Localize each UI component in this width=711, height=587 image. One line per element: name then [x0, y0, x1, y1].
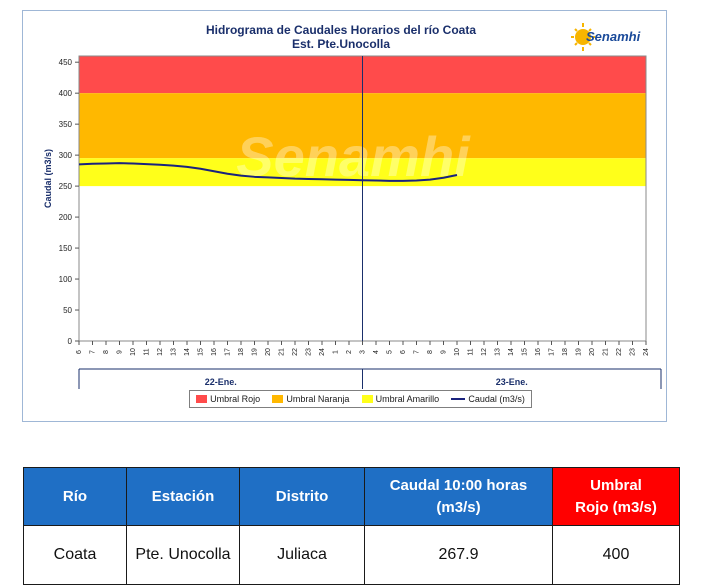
x-tick-label-34: 16 — [535, 348, 542, 356]
legend-item-amarillo: Umbral Amarillo — [361, 394, 440, 404]
senamhi-logo-icon — [571, 23, 595, 51]
y-tick-label-6: 300 — [59, 151, 73, 160]
y-tick-label-3: 150 — [59, 244, 73, 253]
x-tick-label-42: 24 — [643, 348, 650, 356]
y-tick-label-2: 100 — [59, 275, 73, 284]
legend-swatch-amarillo — [361, 395, 373, 403]
x-tick-label-38: 20 — [589, 348, 596, 356]
x-tick-label-22: 4 — [373, 350, 380, 354]
legend-item-caudal: Caudal (m3/s) — [451, 394, 525, 404]
cell-distrito: Juliaca — [239, 525, 365, 585]
x-tick-label-8: 14 — [184, 348, 191, 356]
chart-title-line1: Hidrograma de Caudales Horarios del río … — [205, 23, 477, 37]
legend-swatch-naranja — [272, 395, 284, 403]
senamhi-logo-text: Senamhi — [586, 29, 641, 44]
x-tick-label-10: 16 — [211, 348, 218, 356]
x-tick-label-32: 14 — [508, 348, 515, 356]
date-label-1: 23-Ene. — [496, 377, 528, 387]
x-tick-label-0: 6 — [76, 350, 83, 354]
y-tick-label-0: 0 — [68, 337, 73, 346]
header-caudal: Caudal 10:00 horas (m3/s) — [364, 467, 553, 526]
cell-estacion: Pte. Unocolla — [126, 525, 240, 585]
x-tick-label-23: 5 — [387, 350, 394, 354]
x-tick-label-37: 19 — [576, 348, 583, 356]
header-umbral-line1: Umbral — [590, 476, 642, 494]
x-tick-label-16: 22 — [292, 348, 299, 356]
x-tick-label-36: 18 — [562, 348, 569, 356]
x-tick-label-18: 24 — [319, 348, 326, 356]
y-tick-label-9: 450 — [59, 58, 73, 67]
legend-item-naranja: Umbral Naranja — [272, 394, 349, 404]
y-tick-label-4: 200 — [59, 213, 73, 222]
y-tick-label-7: 350 — [59, 120, 73, 129]
y-tick-label-5: 250 — [59, 182, 73, 191]
x-tick-label-21: 3 — [360, 350, 367, 354]
legend-label-naranja: Umbral Naranja — [286, 394, 350, 404]
x-tick-label-29: 11 — [468, 348, 475, 355]
y-tick-label-1: 50 — [63, 306, 72, 315]
series-line-0 — [78, 162, 458, 182]
chart-legend: Umbral Rojo Umbral Naranja Umbral Amaril… — [189, 390, 532, 408]
x-tick-label-6: 12 — [157, 348, 164, 356]
legend-label-amarillo: Umbral Amarillo — [375, 394, 440, 404]
x-tick-label-20: 2 — [346, 350, 353, 354]
legend-label-rojo: Umbral Rojo — [210, 394, 261, 404]
legend-swatch-rojo — [196, 395, 208, 403]
header-estacion: Estación — [126, 467, 240, 526]
x-tick-label-15: 21 — [279, 348, 286, 356]
x-tick-label-3: 9 — [117, 350, 124, 354]
summary-data-row: Coata Pte. Unocolla Juliaca 267.9 400 — [23, 525, 680, 585]
chart-frame: Senamhi 0 50 100 150 200 250 300 350 400 450 Caudal… — [22, 10, 667, 422]
hydrograph-plot: Senamhi050100150200250300350400450Caudal… — [43, 55, 662, 389]
x-tick-label-28: 10 — [454, 348, 461, 356]
y-axis-label: Caudal (m3/s) — [43, 149, 53, 208]
x-tick-label-27: 9 — [441, 350, 448, 354]
x-tick-label-26: 8 — [427, 350, 434, 354]
x-tick-label-7: 13 — [171, 348, 178, 356]
x-tick-label-14: 20 — [265, 348, 272, 356]
x-tick-label-24: 6 — [400, 350, 407, 354]
x-tick-label-40: 22 — [616, 348, 623, 356]
summary-header-row: Río Estación Distrito Caudal 10:00 horas… — [23, 467, 680, 526]
date-label-0: 22-Ene. — [205, 377, 237, 387]
legend-swatch-caudal — [451, 398, 466, 400]
x-tick-label-31: 13 — [495, 348, 502, 356]
x-tick-label-17: 23 — [306, 348, 313, 356]
header-caudal-line1: Caudal 10:00 horas — [389, 476, 528, 494]
x-tick-label-1: 7 — [90, 350, 97, 354]
x-tick-label-39: 21 — [603, 348, 610, 356]
x-tick-label-19: 1 — [333, 350, 340, 354]
header-umbral-line2: Rojo (m3/s) — [575, 498, 657, 516]
y-tick-label-8: 400 — [59, 89, 73, 98]
x-tick-label-9: 15 — [198, 348, 205, 356]
x-tick-label-4: 10 — [130, 348, 137, 356]
x-tick-label-30: 12 — [481, 348, 488, 356]
x-tick-label-35: 17 — [549, 348, 556, 356]
cell-caudal: 267.9 — [364, 525, 553, 585]
x-tick-label-13: 19 — [252, 348, 259, 356]
header-distrito: Distrito — [239, 467, 365, 526]
header-caudal-line2: (m3/s) — [436, 498, 481, 516]
x-tick-label-41: 23 — [630, 348, 637, 356]
chart-title-line2: Est. Pte.Unocolla — [291, 37, 391, 51]
cell-rio: Coata — [23, 525, 127, 585]
x-tick-label-11: 17 — [225, 348, 232, 356]
legend-label-caudal: Caudal (m3/s) — [468, 394, 525, 404]
x-tick-label-12: 18 — [238, 348, 245, 356]
header-umbral-rojo: Umbral Rojo (m3/s) — [552, 467, 680, 526]
legend-item-rojo: Umbral Rojo — [196, 394, 260, 404]
chart-title: Hidrograma de Caudales Horarios del río … — [1, 23, 681, 51]
x-tick-label-5: 11 — [144, 348, 151, 355]
summary-table: Río Estación Distrito Caudal 10:00 horas… — [23, 467, 680, 585]
header-rio: Río — [23, 467, 127, 526]
x-tick-label-25: 7 — [414, 350, 421, 354]
x-tick-label-33: 15 — [522, 348, 529, 356]
cell-umbral: 400 — [552, 525, 680, 585]
x-tick-label-2: 8 — [103, 350, 110, 354]
